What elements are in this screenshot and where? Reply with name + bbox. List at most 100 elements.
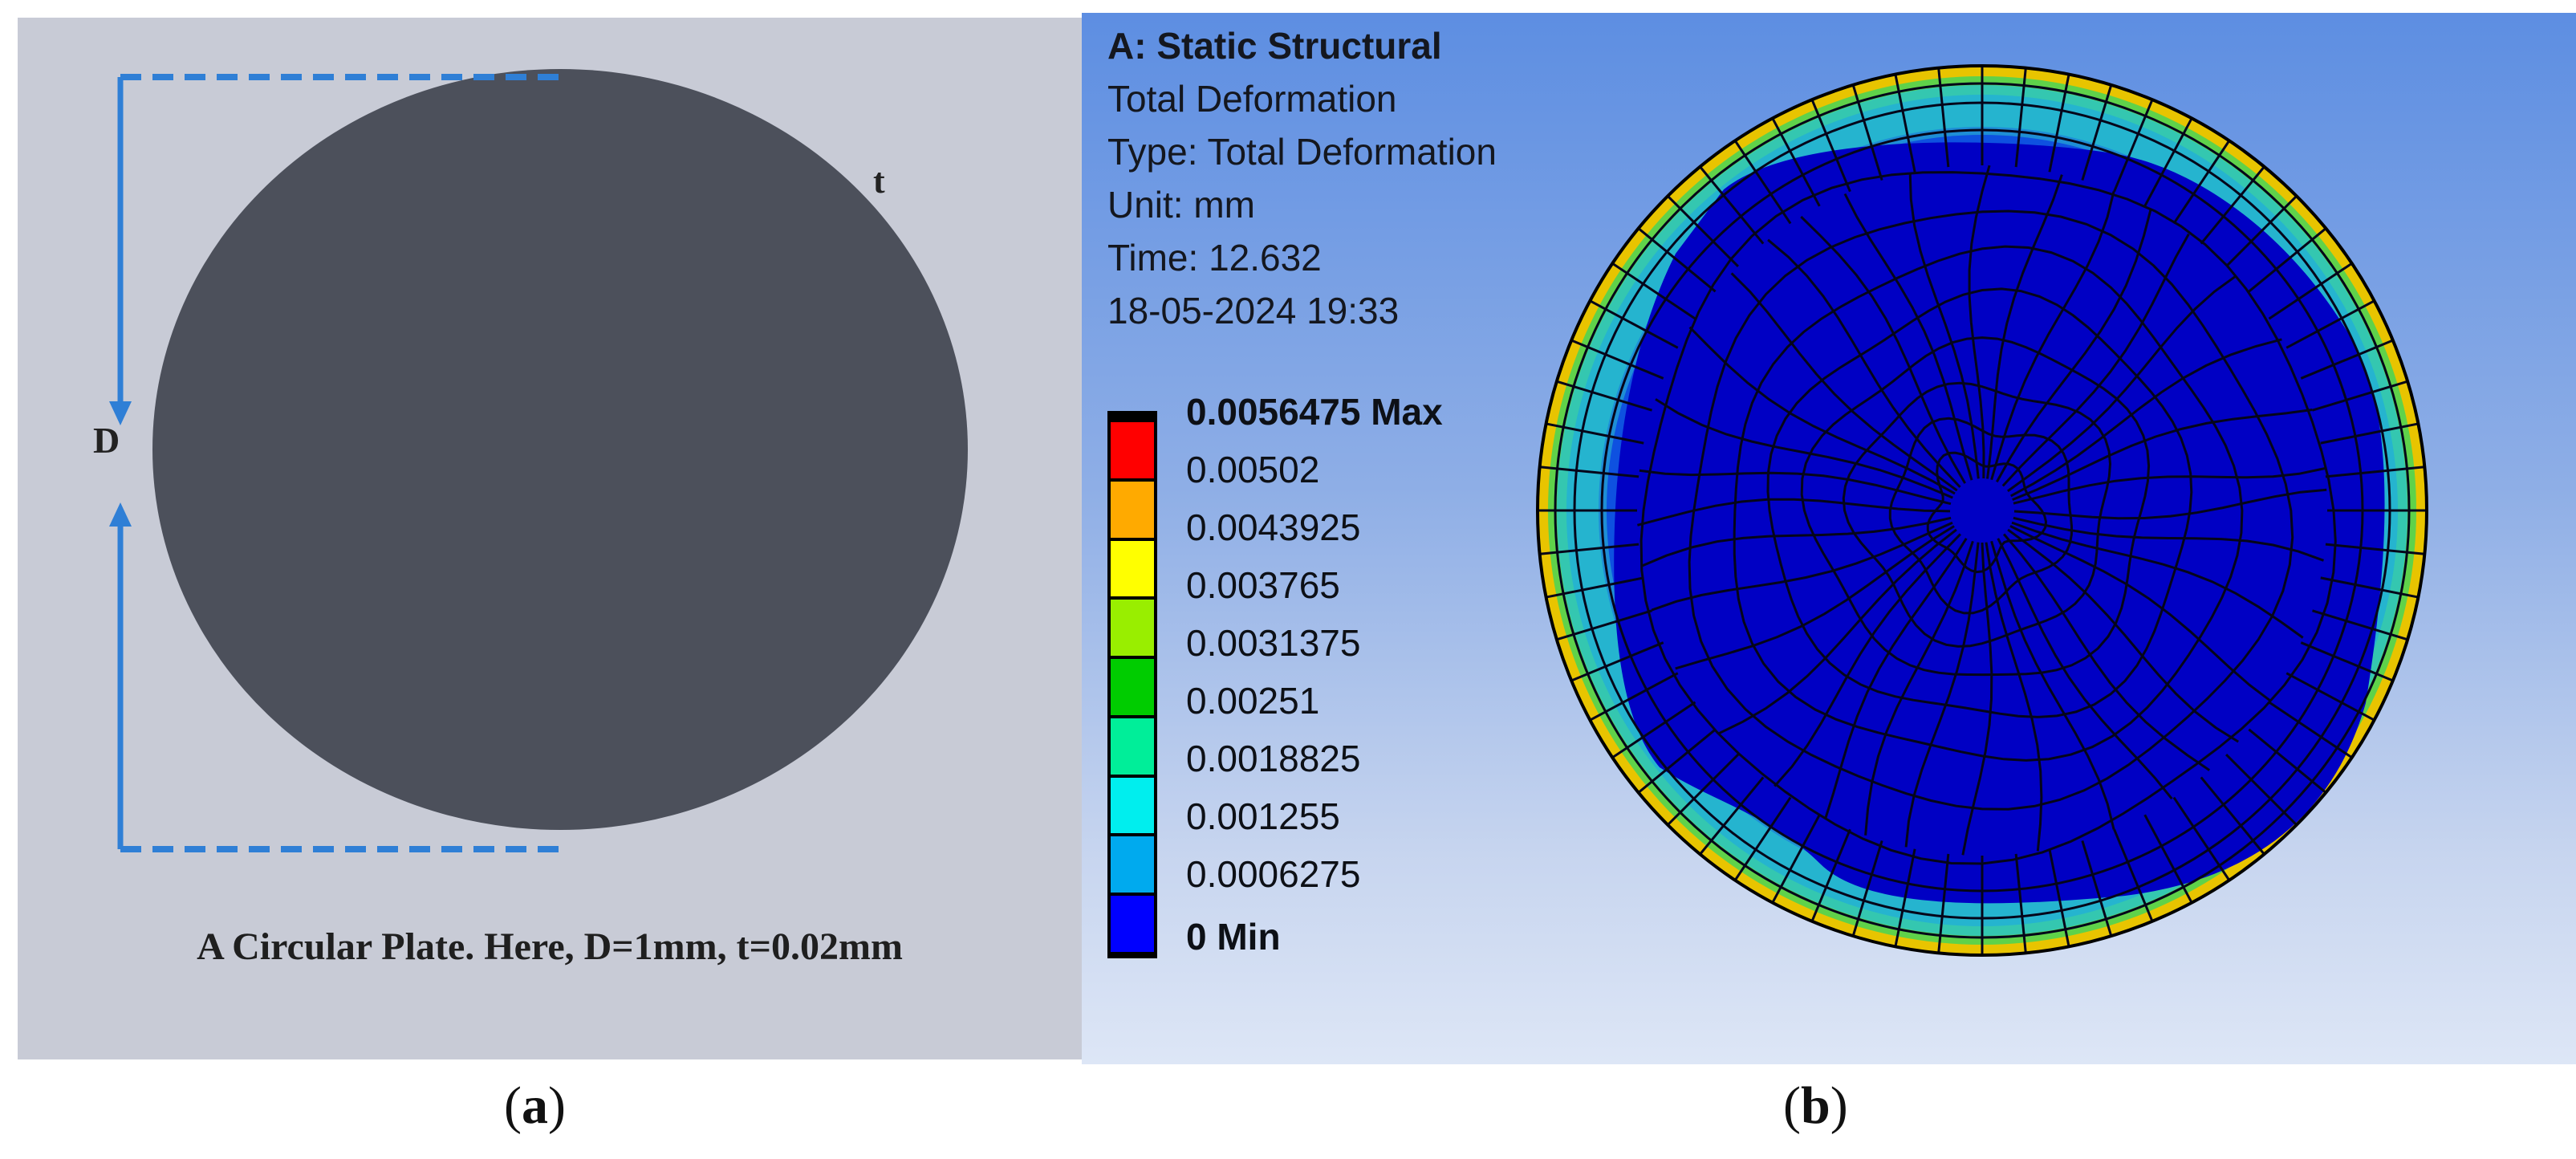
mesh-lines bbox=[1538, 66, 2427, 955]
plate-outline bbox=[1536, 64, 2428, 957]
legend-swatch bbox=[1111, 481, 1154, 538]
legend-level-label: 0.00251 bbox=[1186, 680, 1320, 722]
legend-swatch bbox=[1111, 777, 1154, 834]
legend-swatch bbox=[1111, 422, 1154, 478]
deformation-contour-plot bbox=[1536, 64, 2428, 957]
mesh-spoke bbox=[2113, 828, 2154, 922]
mesh-spoke bbox=[2048, 848, 2070, 947]
mesh-inner-radial bbox=[1961, 542, 1993, 856]
panel-b-deformation-result: A: Static Structural Total Deformation T… bbox=[1082, 13, 2576, 1064]
result-time: Time: 12.632 bbox=[1107, 237, 1322, 279]
mesh-inner-radial bbox=[1990, 191, 2115, 481]
mesh-spoke bbox=[1570, 641, 1664, 682]
mesh-spoke bbox=[1699, 165, 1765, 245]
mesh-spoke bbox=[1771, 117, 1821, 207]
mesh-spoke bbox=[1667, 195, 1740, 268]
mesh-spoke bbox=[1589, 672, 1679, 722]
mesh-spoke bbox=[1546, 422, 1644, 445]
legend-swatches bbox=[1111, 422, 1154, 955]
mesh-inner-radial bbox=[1774, 533, 1961, 787]
mesh-inner-ring bbox=[1800, 336, 2151, 677]
legend-level-label: 0.00502 bbox=[1186, 449, 1320, 490]
mesh-spoke bbox=[2268, 701, 2353, 759]
mesh-spoke bbox=[2081, 840, 2113, 937]
mesh-spoke bbox=[2081, 84, 2113, 181]
mesh-spoke bbox=[1611, 262, 1696, 320]
mesh-inner-radial bbox=[1990, 540, 2115, 830]
mesh-spoke bbox=[2325, 543, 2425, 555]
mesh-spoke bbox=[2320, 576, 2419, 599]
mesh-spoke bbox=[2300, 339, 2394, 380]
mesh-inner-radial bbox=[2007, 528, 2239, 743]
mesh-spoke bbox=[1894, 74, 1916, 173]
mesh-inner-radial bbox=[1718, 528, 1957, 735]
mesh-spoke bbox=[2285, 672, 2375, 722]
mesh-inner-ring bbox=[1639, 171, 2337, 865]
mesh-spoke bbox=[1570, 339, 1664, 380]
legend-level-label: 0.003765 bbox=[1186, 564, 1340, 606]
caption-a: (a) bbox=[504, 1076, 566, 1135]
mesh-spoke bbox=[1937, 67, 1950, 168]
plate-caption: A Circular Plate. Here, D=1mm, t=0.02mm bbox=[197, 925, 903, 968]
mesh-spoke bbox=[2312, 380, 2408, 412]
mesh-inner-radial bbox=[1995, 209, 2152, 483]
legend-min-label: 0 Min bbox=[1186, 916, 1281, 958]
mesh-spoke bbox=[1556, 609, 1652, 641]
mesh-inner-radial bbox=[1655, 398, 1953, 499]
mesh-inner-radial bbox=[1824, 537, 1968, 819]
mesh-inner-ring bbox=[1842, 381, 2112, 648]
mesh-inner-radial bbox=[2011, 521, 2304, 639]
mesh-spoke bbox=[2248, 227, 2327, 293]
mesh-spoke bbox=[1894, 848, 1916, 947]
mesh-inner-radial bbox=[1908, 173, 1980, 479]
mesh-spoke bbox=[2225, 753, 2298, 826]
mesh-inner-radial bbox=[1968, 165, 1991, 479]
mesh-spoke bbox=[1539, 466, 1639, 478]
mesh-spoke bbox=[1556, 380, 1652, 412]
panel-a-plate-schematic: D t A Circular Plate. Here, D=1mm, t=0.0… bbox=[18, 18, 1082, 1059]
mesh-inner-radial bbox=[1843, 193, 1973, 481]
caption-a-letter: a bbox=[521, 1076, 548, 1135]
mesh-spoke bbox=[1637, 227, 1717, 293]
arrowhead-up-icon bbox=[109, 502, 132, 527]
plate-drawing bbox=[109, 69, 968, 852]
mesh-spoke bbox=[2248, 728, 2327, 794]
mesh-inner-radial bbox=[2013, 516, 2325, 562]
arrowhead-down-icon bbox=[109, 401, 132, 425]
mesh-spoke bbox=[1637, 728, 1717, 794]
mesh-spoke bbox=[1546, 576, 1644, 599]
mesh-inner-radial bbox=[2001, 233, 2190, 487]
mesh-spoke bbox=[2225, 195, 2298, 268]
mesh-spoke bbox=[2014, 67, 2027, 168]
legend-swatch bbox=[1111, 600, 1154, 657]
mesh-spoke bbox=[2312, 609, 2408, 641]
mesh-spoke bbox=[1771, 814, 1821, 904]
mesh-inner-radial bbox=[1651, 521, 1953, 612]
mesh-inner-radial bbox=[1986, 174, 2063, 479]
mesh-inner-radial bbox=[1637, 498, 1951, 527]
mesh-spoke bbox=[2014, 853, 2027, 954]
mesh-spoke bbox=[2325, 466, 2425, 478]
mesh-spoke bbox=[2113, 99, 2154, 193]
caption-b-letter: b bbox=[1800, 1076, 1830, 1135]
mesh-spoke bbox=[2200, 165, 2265, 245]
mesh-inner-ring bbox=[1733, 245, 2244, 762]
legend-level-label: 0.0018825 bbox=[1186, 738, 1361, 779]
legend-level-label: 0.0006275 bbox=[1186, 853, 1361, 895]
mesh-inner-radial bbox=[1997, 538, 2173, 800]
result-timestamp: 18-05-2024 19:33 bbox=[1107, 290, 1400, 331]
mesh-spoke bbox=[1810, 99, 1851, 193]
mesh-spoke bbox=[2285, 299, 2375, 349]
result-name: Total Deformation bbox=[1107, 78, 1397, 120]
mesh-spoke bbox=[2143, 117, 2193, 207]
mesh-spoke bbox=[1699, 776, 1765, 856]
mesh-inner-radial bbox=[1864, 540, 1974, 836]
mesh-inner-radial bbox=[1688, 326, 1956, 495]
mesh-spoke bbox=[1539, 543, 1639, 555]
mesh-inner-radial bbox=[2013, 488, 2327, 520]
mesh-spoke bbox=[2048, 74, 2070, 173]
mesh-inner-radial bbox=[2002, 533, 2211, 771]
legend-swatch bbox=[1111, 896, 1154, 952]
result-type: Type: Total Deformation bbox=[1107, 131, 1497, 173]
legend-level-label: 0.0031375 bbox=[1186, 622, 1361, 664]
